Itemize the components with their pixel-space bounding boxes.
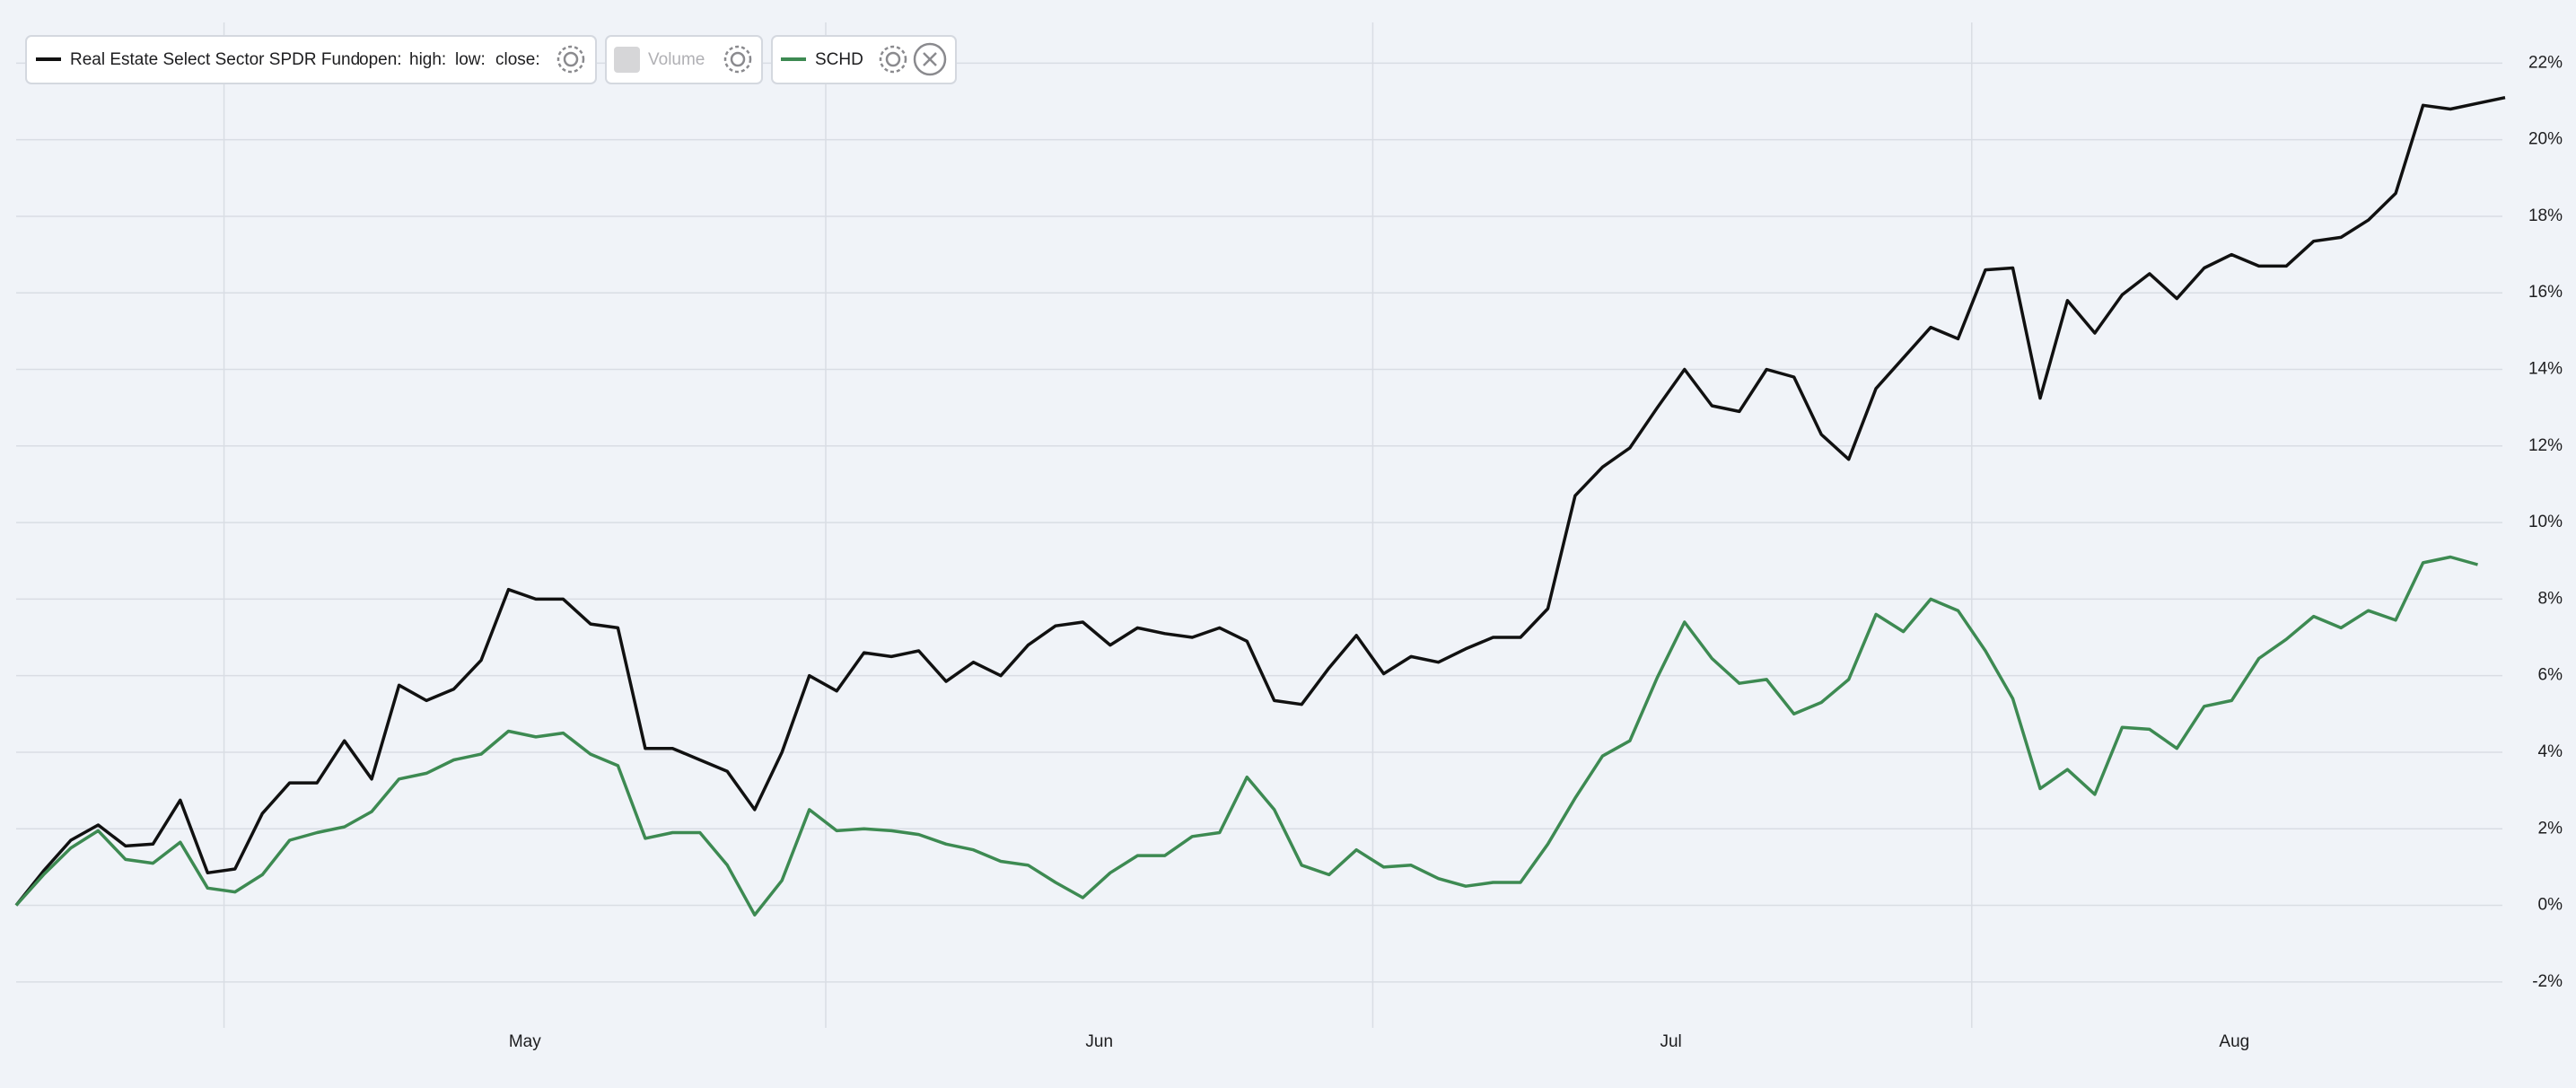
y-tick-label: 14% — [2528, 360, 2563, 379]
series-line — [14, 95, 2506, 907]
y-tick-label: 8% — [2538, 589, 2563, 608]
ohlc-label: high: — [409, 50, 446, 69]
x-tick-label: Jul — [1660, 1032, 1681, 1051]
legend: Real Estate Select Sector SPDR Fund open… — [25, 35, 957, 84]
y-tick-label: 6% — [2538, 666, 2563, 685]
y-tick-label: 4% — [2538, 742, 2563, 761]
x-tick-label: Aug — [2219, 1032, 2249, 1051]
x-tick-label: Jun — [1085, 1032, 1113, 1051]
y-tick-label: 2% — [2538, 819, 2563, 838]
y-tick-label: 16% — [2528, 283, 2563, 302]
remove-icon[interactable] — [913, 42, 947, 76]
legend-label: Volume — [648, 50, 705, 69]
ohlc-label: low: — [455, 50, 486, 69]
y-tick-label: 22% — [2528, 53, 2563, 72]
y-tick-label: 12% — [2528, 436, 2563, 455]
ohlc-label: close: — [495, 50, 540, 69]
settings-icon[interactable] — [556, 45, 585, 74]
grid-layer: -2% 0% 2% 4% 6% 8% 10% 12% 14% 16% 18% 20% 22% May Jun… — [16, 22, 2563, 1051]
y-tick-label: 18% — [2528, 206, 2563, 225]
legend-label: Real Estate Select Sector SPDR Fund — [70, 50, 360, 69]
settings-icon[interactable] — [879, 45, 907, 74]
volume-checkbox[interactable] — [614, 47, 640, 73]
ohlc-label: open: — [359, 50, 402, 69]
legend-item[interactable] — [771, 35, 957, 84]
line-layer — [14, 95, 2506, 917]
legend-item[interactable] — [605, 35, 763, 84]
y-tick-label: 10% — [2528, 513, 2563, 531]
y-tick-label: 20% — [2528, 130, 2563, 149]
x-tick-label: May — [509, 1032, 541, 1051]
settings-icon[interactable] — [723, 45, 752, 74]
y-tick-label: 0% — [2538, 896, 2563, 915]
legend-label: SCHD — [815, 50, 863, 69]
legend-item[interactable] — [25, 35, 597, 84]
series-line — [14, 555, 2478, 917]
y-tick-label: -2% — [2532, 972, 2563, 991]
